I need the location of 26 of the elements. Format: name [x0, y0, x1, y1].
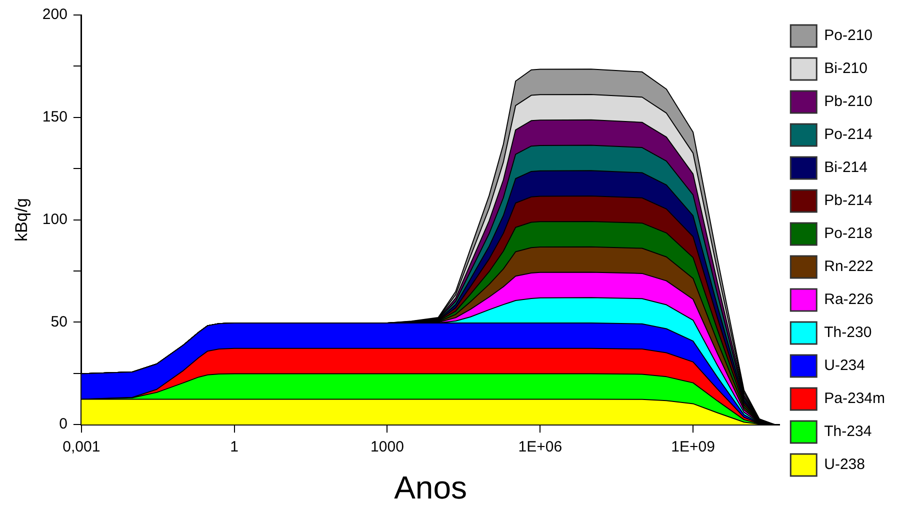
legend-label: Bi-214: [824, 159, 868, 176]
legend-label: Th-234: [824, 423, 872, 440]
legend-label: U-234: [824, 357, 865, 374]
x-tick-label: 1000: [370, 438, 404, 456]
x-tick-label: 1E+09: [671, 438, 715, 456]
x-axis-title: Anos: [394, 470, 467, 506]
y-tick-label: 200: [42, 6, 68, 24]
y-tick-label: 50: [50, 313, 68, 330]
legend-label: Po-214: [824, 126, 873, 144]
y-tick-label: 150: [42, 108, 68, 126]
y-tick-label: 0: [59, 416, 68, 433]
legend-label: Ra-226: [824, 291, 874, 308]
legend-label: Rn-222: [824, 258, 874, 276]
legend-label: Pa-234m: [824, 390, 886, 408]
legend-label: U-238: [824, 456, 865, 474]
legend-label: Po-218: [824, 225, 873, 242]
y-tick-label: 100: [42, 210, 68, 228]
x-tick-label: 0,001: [62, 438, 100, 456]
legend-label: Pb-214: [824, 192, 873, 210]
x-tick-label: 1E+06: [518, 438, 562, 456]
legend-label: Bi-210: [824, 60, 868, 78]
legend-label: Po-210: [824, 27, 873, 44]
y-axis-title: kBq/g: [12, 198, 31, 242]
legend-label: Th-230: [824, 324, 872, 342]
legend-label: Pb-210: [824, 93, 873, 110]
x-tick-label: 1: [230, 438, 239, 456]
